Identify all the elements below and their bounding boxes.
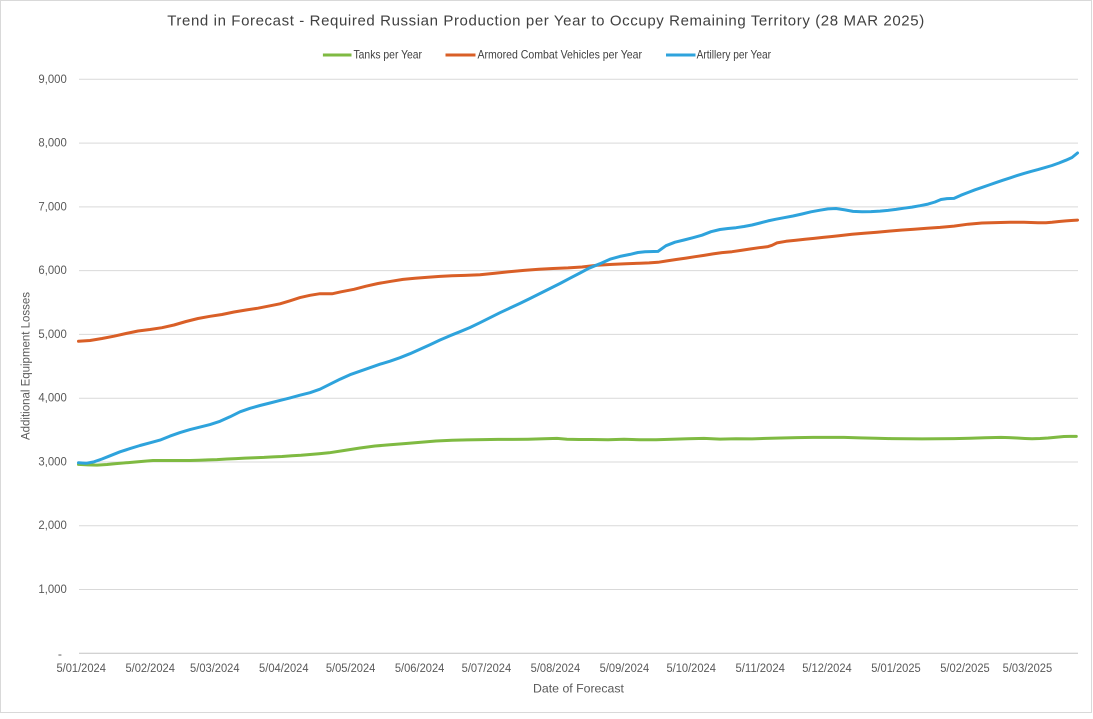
svg-text:5/12/2024: 5/12/2024	[802, 661, 852, 675]
svg-text:7,000: 7,000	[38, 199, 67, 213]
svg-text:8,000: 8,000	[38, 136, 67, 150]
svg-text:5/05/2024: 5/05/2024	[326, 661, 376, 675]
svg-text:3,000: 3,000	[38, 455, 67, 469]
svg-text:5/06/2024: 5/06/2024	[395, 661, 445, 675]
svg-text:Armored Combat Vehicles per Ye: Armored Combat Vehicles per Year	[478, 47, 643, 61]
svg-text:5/03/2024: 5/03/2024	[190, 661, 240, 675]
svg-text:Tanks per Year: Tanks per Year	[354, 47, 423, 61]
svg-text:-: -	[58, 647, 62, 661]
svg-text:5,000: 5,000	[38, 327, 67, 341]
svg-text:5/10/2024: 5/10/2024	[666, 661, 716, 675]
svg-text:9,000: 9,000	[38, 72, 67, 86]
svg-text:5/03/2025: 5/03/2025	[1003, 661, 1053, 675]
svg-text:5/07/2024: 5/07/2024	[462, 661, 512, 675]
svg-text:Trend in Forecast - Required R: Trend in Forecast - Required Russian Pro…	[167, 13, 924, 30]
svg-text:5/11/2024: 5/11/2024	[735, 661, 785, 675]
svg-text:5/04/2024: 5/04/2024	[259, 661, 309, 675]
svg-text:4,000: 4,000	[38, 391, 67, 405]
svg-text:6,000: 6,000	[38, 263, 67, 277]
svg-text:5/02/2024: 5/02/2024	[125, 661, 175, 675]
svg-text:5/02/2025: 5/02/2025	[940, 661, 990, 675]
svg-text:Date of Forecast: Date of Forecast	[533, 682, 624, 696]
svg-text:5/09/2024: 5/09/2024	[600, 661, 650, 675]
svg-text:2,000: 2,000	[38, 518, 67, 532]
svg-text:Artillery per Year: Artillery per Year	[697, 47, 771, 61]
svg-text:1,000: 1,000	[38, 582, 67, 596]
svg-text:5/08/2024: 5/08/2024	[531, 661, 581, 675]
svg-text:5/01/2025: 5/01/2025	[871, 661, 921, 675]
svg-text:5/01/2024: 5/01/2024	[56, 661, 106, 675]
svg-text:Additional Equipment Losses: Additional Equipment Losses	[19, 292, 33, 440]
